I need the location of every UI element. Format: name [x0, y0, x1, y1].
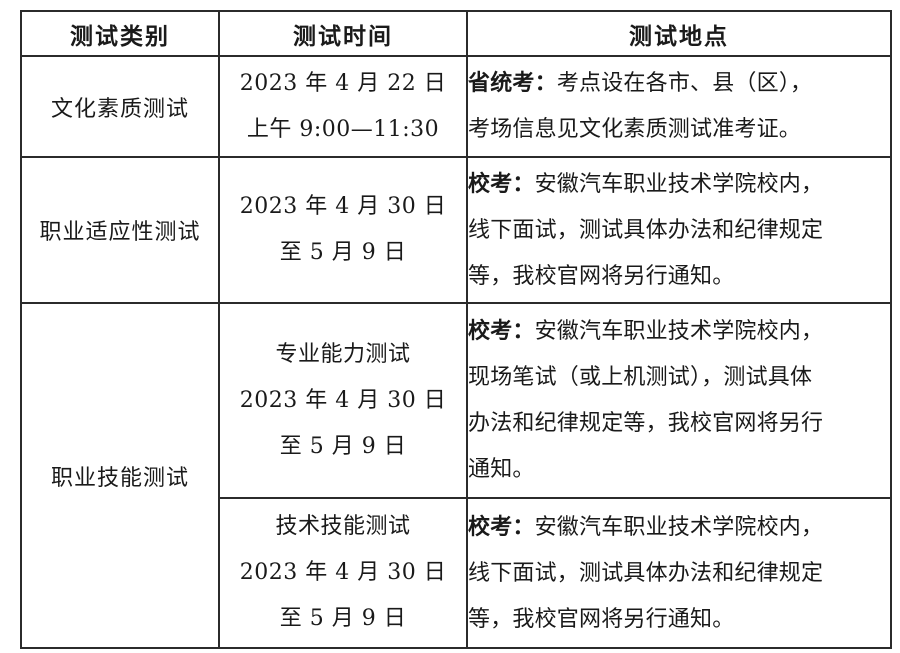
column-header-type: 测试类别: [20, 10, 220, 57]
cell-test-time: 2023 年 4 月 30 日 至 5 月 9 日: [218, 156, 468, 304]
cell-test-place: 校考：安徽汽车职业技术学院校内， 线下面试，测试具体办法和纪律规定 等，我校官网…: [466, 156, 892, 304]
time-subtest-name: 专业能力测试: [275, 341, 411, 367]
place-lead-label: 校考：: [468, 513, 535, 540]
place-line: 考场信息见文化素质测试准考证。: [468, 117, 802, 142]
place-line: 等，我校官网将另行通知。: [468, 606, 735, 632]
cell-test-type-merged: 职业技能测试: [20, 302, 220, 649]
column-header-place: 测试地点: [466, 10, 892, 57]
cell-test-place: 省统考：考点设在各市、县（区）， 考场信息见文化素质测试准考证。: [466, 55, 892, 158]
place-line: 线下面试，测试具体办法和纪律规定: [468, 217, 824, 243]
header-row: 测试类别 测试时间 测试地点: [20, 10, 892, 57]
time-line: 至 5 月 9 日: [279, 606, 407, 631]
place-lead-label: 校考：: [468, 170, 535, 197]
cell-test-place: 校考：安徽汽车职业技术学院校内， 现场笔试（或上机测试），测试具体 办法和纪律规…: [466, 302, 892, 499]
time-line: 2023 年 4 月 30 日: [239, 387, 447, 413]
place-line-text: 安徽汽车职业技术学院校内，: [534, 319, 824, 344]
time-subtest-name: 技术技能测试: [275, 514, 411, 539]
column-header-time: 测试时间: [218, 10, 468, 57]
cell-test-type: 文化素质测试: [20, 55, 220, 158]
table-row: 文化素质测试 2023 年 4 月 22 日 上午 9:00—11:30 省统考…: [20, 55, 892, 158]
time-line: 至 5 月 9 日: [279, 433, 407, 459]
cell-test-time: 2023 年 4 月 22 日 上午 9:00—11:30: [218, 55, 468, 158]
time-line: 至 5 月 9 日: [279, 240, 407, 265]
place-line: 办法和纪律规定等，我校官网将另行: [468, 411, 824, 436]
time-line: 2023 年 4 月 22 日: [239, 70, 447, 96]
test-schedule-table: 测试类别 测试时间 测试地点 文化素质测试 2023 年 4 月 22 日 上午…: [20, 10, 892, 649]
time-line: 2023 年 4 月 30 日: [239, 560, 447, 585]
place-line-text: 考点设在各市、县（区），: [556, 71, 813, 96]
time-line: 2023 年 4 月 30 日: [239, 194, 447, 219]
cell-test-place: 校考：安徽汽车职业技术学院校内， 线下面试，测试具体办法和纪律规定 等，我校官网…: [466, 497, 892, 649]
place-lead-label: 省统考：: [468, 70, 557, 96]
place-line: 校考：安徽汽车职业技术学院校内，: [468, 504, 890, 551]
table-row: 职业适应性测试 2023 年 4 月 30 日 至 5 月 9 日 校考：安徽汽…: [20, 156, 892, 304]
time-line: 上午 9:00—11:30: [246, 116, 440, 142]
place-line: 通知。: [468, 457, 535, 482]
place-line: 校考：安徽汽车职业技术学院校内，: [468, 161, 890, 208]
place-line-text: 安徽汽车职业技术学院校内，: [534, 514, 824, 540]
place-line: 线下面试，测试具体办法和纪律规定: [468, 560, 824, 586]
place-line: 校考：安徽汽车职业技术学院校内，: [468, 308, 890, 355]
place-line: 现场笔试（或上机测试），测试具体: [468, 365, 813, 390]
cell-test-time: 技术技能测试 2023 年 4 月 30 日 至 5 月 9 日: [218, 497, 468, 649]
place-line: 省统考：考点设在各市、县（区），: [468, 60, 890, 107]
place-line-text: 安徽汽车职业技术学院校内，: [534, 171, 824, 197]
table-body: 文化素质测试 2023 年 4 月 22 日 上午 9:00—11:30 省统考…: [20, 55, 892, 649]
place-lead-label: 校考：: [468, 318, 535, 344]
cell-test-time: 专业能力测试 2023 年 4 月 30 日 至 5 月 9 日: [218, 302, 468, 499]
cell-test-type: 职业适应性测试: [20, 156, 220, 304]
table-row: 技术技能测试 2023 年 4 月 30 日 至 5 月 9 日 校考：安徽汽车…: [21, 497, 892, 649]
table-header: 测试类别 测试时间 测试地点: [20, 10, 892, 57]
place-line: 等，我校官网将另行通知。: [468, 263, 735, 289]
table-row: 职业技能测试 专业能力测试 2023 年 4 月 30 日 至 5 月 9 日 …: [20, 302, 892, 649]
